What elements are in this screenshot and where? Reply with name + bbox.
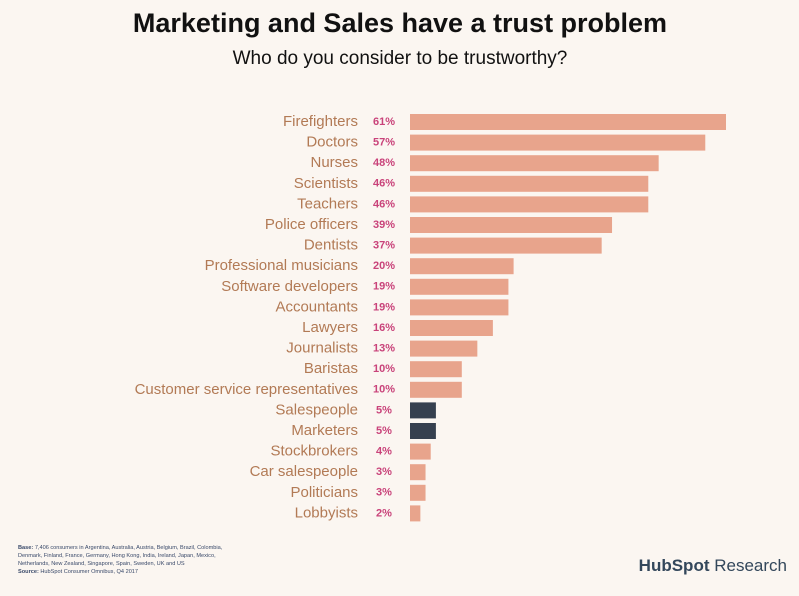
value-label: 16% [373, 322, 395, 334]
value-label: 57% [373, 137, 395, 149]
bar [410, 402, 436, 419]
bar [410, 484, 426, 501]
category-label: Journalists [286, 340, 358, 357]
bar [410, 217, 613, 233]
category-label: Dentists [304, 237, 358, 254]
logo: HubSpot Research [639, 556, 787, 576]
value-label: 4% [376, 446, 392, 458]
value-label: 10% [373, 363, 395, 375]
bar [410, 320, 493, 336]
category-label: Car salespeople [250, 463, 358, 480]
bar [410, 155, 659, 172]
value-label: 2% [376, 507, 392, 519]
category-label: Lobbyists [295, 504, 358, 521]
category-label: Lawyers [302, 319, 358, 336]
category-label: Salespeople [275, 401, 358, 418]
category-label: Politicians [290, 484, 358, 501]
bar [410, 381, 462, 398]
bar [410, 505, 421, 522]
value-label: 46% [373, 178, 395, 190]
bar [410, 237, 602, 254]
logo-brand: HubSpot [638, 556, 710, 575]
category-label: Teachers [297, 195, 358, 212]
bar [410, 340, 478, 357]
logo-suffix: Research [714, 556, 787, 575]
bar [410, 258, 514, 275]
bar [410, 423, 436, 439]
value-label: 19% [373, 281, 395, 293]
bar [410, 299, 509, 316]
value-label: 39% [373, 219, 395, 231]
bar [410, 175, 649, 192]
category-label: Doctors [306, 134, 358, 151]
category-label: Nurses [310, 154, 358, 171]
value-label: 3% [376, 487, 392, 499]
value-label: 37% [373, 240, 395, 252]
value-label: 61% [373, 116, 395, 128]
value-label: 20% [373, 260, 395, 272]
value-label: 19% [373, 301, 395, 313]
bar [410, 443, 431, 460]
category-label: Police officers [265, 216, 358, 233]
base-text: 7,406 consumers in Argentina, Australia,… [18, 545, 223, 567]
bar [410, 196, 649, 213]
value-label: 48% [373, 157, 395, 169]
category-label: Accountants [275, 298, 358, 315]
bar [410, 114, 726, 130]
category-label: Baristas [304, 360, 358, 377]
category-label: Scientists [294, 175, 358, 192]
source-text: HubSpot Consumer Omnibus, Q4 2017 [40, 569, 139, 575]
value-label: 13% [373, 343, 395, 355]
category-label: Software developers [221, 278, 358, 295]
bar [410, 361, 462, 378]
chart-title: Marketing and Sales have a trust problem [133, 8, 667, 38]
category-label: Customer service representatives [135, 381, 358, 398]
category-label: Stockbrokers [270, 443, 358, 460]
value-label: 5% [376, 425, 392, 437]
category-label: Firefighters [283, 113, 358, 130]
chart-subtitle: Who do you consider to be trustworthy? [233, 48, 568, 69]
value-label: 10% [373, 384, 395, 396]
category-label: Professional musicians [205, 257, 358, 274]
bar [410, 278, 509, 295]
bar [410, 134, 706, 151]
value-label: 5% [376, 404, 392, 416]
base-label: Base: [18, 545, 34, 551]
footnote: Base: 7,406 consumers in Argentina, Aust… [18, 544, 243, 576]
value-label: 46% [373, 198, 395, 210]
chart: Marketing and Sales have a trust problem… [133, 8, 726, 522]
bar [410, 464, 426, 481]
category-label: Marketers [291, 422, 358, 439]
source-label: Source: [18, 569, 39, 575]
value-label: 3% [376, 466, 392, 478]
